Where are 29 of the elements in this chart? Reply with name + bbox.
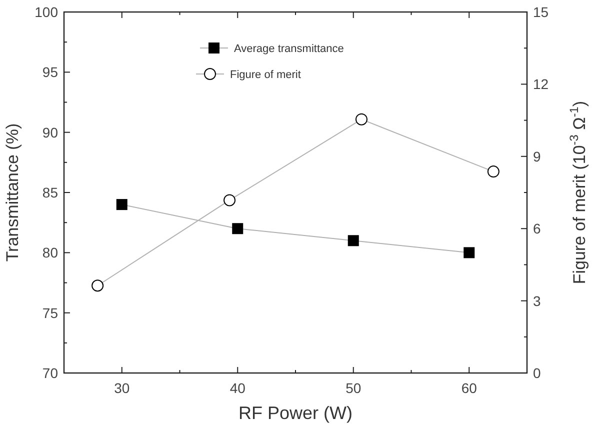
point (116, 199, 128, 210)
point (232, 223, 244, 234)
y-axis-title: Transmittance (%) (3, 123, 22, 262)
y-tick-label: 100 (34, 4, 58, 20)
y2-tick-label: 6 (533, 220, 541, 237)
y2-tick-label: 3 (533, 292, 541, 309)
x-tick-label: 40 (230, 380, 246, 396)
point (92, 280, 104, 292)
y-tick-label: 80 (42, 244, 58, 261)
point (487, 166, 500, 178)
y-tick-label: 75 (42, 304, 58, 321)
y2-tick-label: 0 (533, 365, 541, 381)
point (355, 113, 368, 126)
y2-tick-label: 15 (533, 4, 549, 20)
x-axis-title: RF Power (W) (238, 403, 352, 423)
y-tick-label: 70 (42, 365, 58, 381)
y-tick-label: 85 (42, 184, 58, 200)
x-tick-label: 60 (461, 380, 478, 396)
legend-label: Average transmittance (234, 43, 344, 55)
point (348, 235, 359, 246)
y2-tick-label: 12 (533, 76, 549, 92)
point (224, 194, 236, 206)
x-tick-label: 50 (346, 380, 362, 396)
point (464, 247, 475, 258)
legend-label: Figure of merit (230, 69, 301, 81)
y-tick-label: 90 (42, 124, 58, 140)
y2-tick-label: 9 (533, 148, 541, 164)
y-tick-label: 95 (42, 64, 58, 80)
x-tick-label: 30 (114, 380, 130, 396)
